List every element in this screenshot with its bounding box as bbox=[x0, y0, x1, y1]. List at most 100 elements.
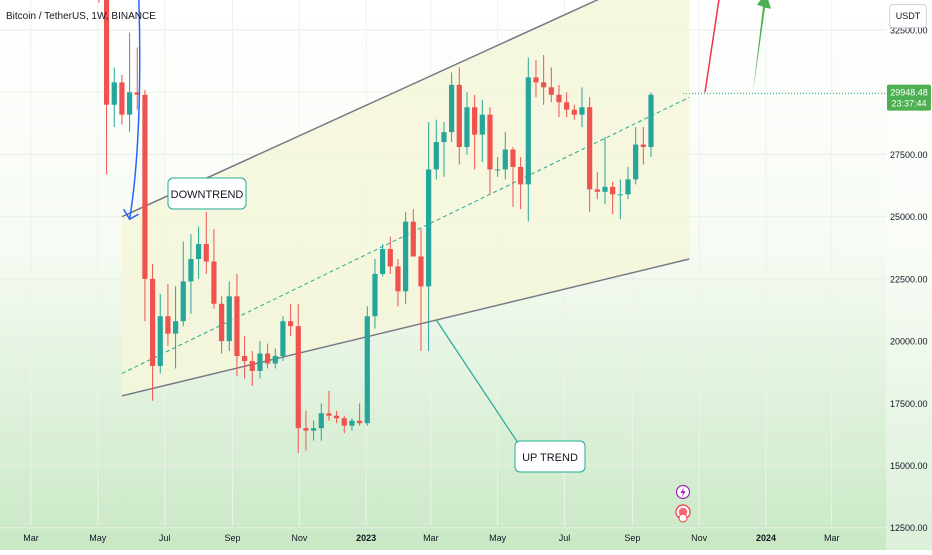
y-tick-label: 32500.00 bbox=[890, 26, 928, 36]
x-tick-label: 2023 bbox=[356, 533, 376, 543]
candle-body bbox=[518, 166, 524, 185]
candle-body bbox=[288, 321, 294, 327]
candle-body bbox=[134, 92, 140, 95]
candle-body bbox=[334, 415, 340, 419]
candle-body bbox=[410, 221, 416, 257]
candle-body bbox=[111, 82, 117, 105]
currency-button[interactable]: USDT bbox=[889, 4, 927, 28]
x-tick-label: Nov bbox=[291, 533, 308, 543]
downtrend-label: DOWNTREND bbox=[171, 189, 244, 201]
candle-body bbox=[280, 321, 286, 357]
channel-upper-line[interactable] bbox=[121, 0, 689, 218]
y-tick-label: 27500.00 bbox=[890, 150, 928, 160]
candle-body bbox=[265, 353, 271, 364]
downtrend-arrow-head bbox=[122, 208, 139, 221]
candle-body bbox=[418, 256, 424, 287]
candle-body bbox=[594, 189, 600, 192]
candle-body bbox=[188, 258, 194, 282]
candle-body bbox=[640, 144, 646, 148]
y-tick-label: 20000.00 bbox=[890, 337, 928, 347]
candle-body bbox=[126, 92, 133, 115]
candle-body bbox=[157, 316, 163, 366]
y-tick-label: 25000.00 bbox=[890, 212, 928, 222]
candle-body bbox=[211, 261, 217, 304]
candle-body bbox=[579, 107, 585, 115]
uptrend-label: UP TREND bbox=[522, 452, 578, 464]
candle-body bbox=[318, 413, 324, 429]
candle-body bbox=[403, 221, 409, 292]
y-tick-label: 22500.00 bbox=[890, 274, 928, 284]
candle-body bbox=[387, 249, 393, 267]
candle-body bbox=[449, 84, 455, 133]
candle-body bbox=[556, 94, 562, 103]
candle-body bbox=[571, 109, 577, 115]
x-tick-label: Mar bbox=[824, 533, 840, 543]
target-2-projection-arrow[interactable] bbox=[704, 0, 750, 93]
economic-event-icon-secondary bbox=[678, 513, 688, 523]
symbol-title: Bitcoin / TetherUS, 1W, BINANCE bbox=[6, 11, 156, 22]
candle-body bbox=[525, 77, 531, 185]
candle-body bbox=[249, 361, 255, 371]
x-tick-label: 2024 bbox=[756, 533, 776, 543]
candle-body bbox=[203, 244, 209, 262]
candle-body bbox=[142, 94, 148, 279]
candle-body bbox=[241, 356, 248, 362]
candle-body bbox=[610, 186, 616, 195]
candle-body bbox=[103, 0, 110, 105]
candle-body bbox=[380, 249, 386, 274]
candle-body bbox=[326, 413, 332, 416]
candle-body bbox=[541, 82, 547, 88]
candle-body bbox=[487, 114, 493, 170]
candle-body bbox=[119, 82, 125, 115]
uptrend-callout[interactable] bbox=[514, 440, 586, 473]
candle-body bbox=[510, 149, 516, 167]
candle-body bbox=[633, 144, 639, 180]
y-tick-label: 15000.00 bbox=[890, 461, 928, 471]
candle-body bbox=[218, 303, 225, 342]
candle-body bbox=[180, 281, 186, 322]
candle-body bbox=[533, 77, 539, 83]
downtrend-callout[interactable] bbox=[167, 177, 247, 210]
candle-body bbox=[234, 296, 240, 357]
candle-body bbox=[149, 278, 156, 366]
candle-body bbox=[341, 418, 347, 426]
candle-body bbox=[395, 266, 401, 292]
target-1-projection-arrow[interactable] bbox=[753, 0, 771, 93]
candle-body bbox=[464, 107, 470, 148]
candle-body bbox=[364, 316, 370, 424]
x-tick-label: Jul bbox=[559, 533, 571, 543]
candle-body bbox=[564, 102, 570, 110]
candle-body bbox=[272, 356, 278, 364]
candle-body bbox=[617, 194, 623, 196]
candle-body bbox=[165, 316, 171, 334]
channel-lower-line[interactable] bbox=[121, 258, 690, 397]
bar-countdown-label: 23:37:44 bbox=[891, 99, 926, 109]
candle-body bbox=[456, 84, 462, 148]
x-tick-label: Jul bbox=[159, 533, 171, 543]
current-price-label: 29948.48 bbox=[890, 88, 928, 98]
candle-body bbox=[311, 428, 317, 431]
candle-body bbox=[426, 169, 432, 287]
x-tick-label: May bbox=[489, 533, 507, 543]
candle-body bbox=[587, 107, 593, 190]
candle-body bbox=[648, 94, 654, 148]
candle-body bbox=[372, 273, 378, 317]
x-tick-label: Mar bbox=[423, 533, 439, 543]
candle-body bbox=[195, 244, 202, 259]
candle-body bbox=[303, 428, 309, 431]
candle-body bbox=[357, 420, 363, 424]
x-tick-label: Sep bbox=[225, 533, 241, 543]
x-tick-label: May bbox=[89, 533, 107, 543]
candle-body bbox=[172, 321, 179, 334]
candle-body bbox=[602, 186, 608, 192]
x-tick-label: Mar bbox=[23, 533, 39, 543]
candle-body bbox=[472, 107, 478, 135]
lightning-event-glyph bbox=[680, 487, 686, 498]
downtrend-arrow[interactable] bbox=[68, 0, 141, 220]
x-tick-label: Sep bbox=[624, 533, 640, 543]
current-price-badge bbox=[887, 84, 931, 111]
candle-body bbox=[349, 420, 355, 426]
x-tick-label: Nov bbox=[691, 533, 708, 543]
